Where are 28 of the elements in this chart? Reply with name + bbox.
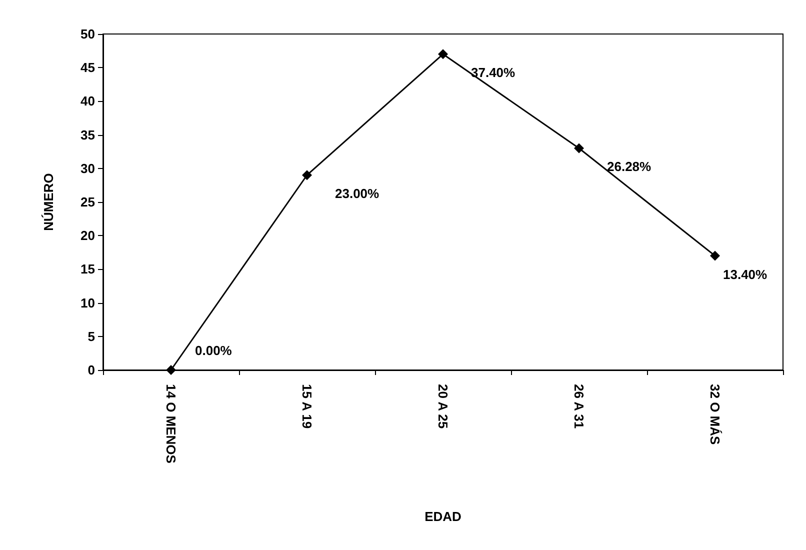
x-tick-label: 32 O MÁS: [708, 384, 722, 446]
x-tick-label: 14 O MENOS: [164, 384, 178, 464]
y-tick-label: 20: [80, 228, 95, 244]
y-tick-label: 30: [80, 160, 95, 176]
annotation: 13.40%: [723, 266, 768, 282]
x-tick-label: 20 A 25: [436, 384, 450, 429]
point: [574, 143, 584, 154]
x-axis-title: EDAD: [424, 509, 462, 524]
y-tick-label: 10: [80, 295, 95, 310]
point: [438, 49, 448, 60]
y-tick-label: 45: [80, 60, 95, 76]
y-tick-label: 50: [80, 26, 95, 42]
y-tick-label: 35: [80, 127, 95, 142]
y-tick-label: 25: [80, 194, 95, 210]
annotation: 0.00%: [195, 343, 232, 358]
y-tick-label: 5: [88, 328, 95, 344]
point: [302, 170, 312, 180]
point: [166, 365, 176, 375]
x-tick-label: 15 A 19: [300, 384, 314, 429]
point: [710, 250, 720, 261]
y-tick-label: 40: [80, 94, 95, 109]
y-tick-label: 15: [80, 262, 95, 277]
y-axis-title: NÚMERO: [41, 173, 56, 231]
annotation: 26.28%: [607, 159, 652, 174]
annotation: 23.00%: [335, 186, 380, 202]
y-tick-label: 0: [88, 362, 95, 378]
x-tick-label: 26 A 31: [572, 384, 586, 429]
annotation: 37.40%: [471, 65, 516, 80]
